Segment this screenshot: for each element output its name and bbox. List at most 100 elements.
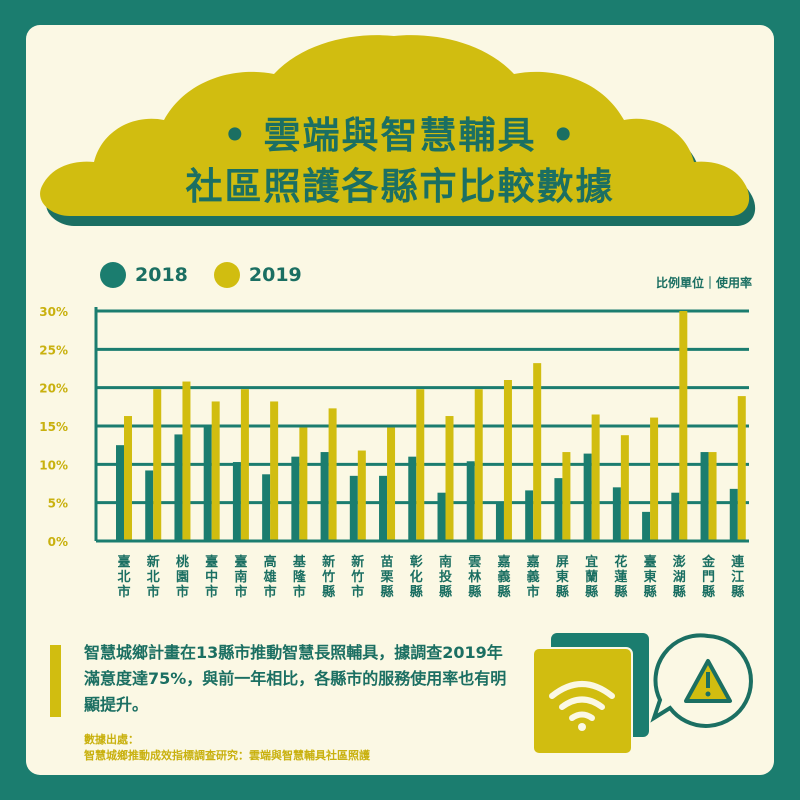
x-tick-label: 化 — [410, 569, 423, 585]
bar-2018 — [320, 452, 329, 541]
x-tick-label: 宜 — [585, 554, 598, 570]
x-tick-label: 林 — [468, 569, 481, 585]
x-tick-label: 竹 — [350, 569, 364, 585]
legend-swatch-2019 — [213, 262, 240, 288]
x-tick-label: 縣 — [322, 584, 335, 600]
x-tick-label: 新 — [351, 554, 364, 570]
x-tick-label: 新 — [147, 554, 160, 570]
source: 數據出處： 智慧城鄉推動成效指標調查研究：雲端與智慧輔具社區照護 — [84, 732, 370, 764]
x-tick-label: 縣 — [439, 584, 452, 600]
y-tick-label: 30% — [39, 305, 68, 319]
bar-2019 — [708, 452, 717, 541]
x-tick-label: 澎 — [673, 554, 686, 570]
x-tick-label: 南 — [234, 569, 247, 585]
title-line-1: • 雲端與智慧輔具 • — [222, 114, 578, 157]
source-text: 智慧城鄉推動成效指標調查研究：雲端與智慧輔具社區照護 — [84, 749, 370, 762]
y-tick-label: 5% — [48, 497, 68, 511]
title-cloud — [40, 35, 756, 227]
x-tick-label: 臺 — [205, 554, 218, 570]
bar-2018 — [437, 492, 446, 541]
legend-item-2019: 2019 — [213, 262, 302, 288]
wifi-icon — [532, 633, 649, 755]
bar-2018 — [379, 475, 388, 541]
bar-2018 — [671, 492, 680, 541]
title-line-2: 社區照護各縣市比較數據 — [185, 165, 615, 208]
x-tick-label: 市 — [176, 584, 189, 600]
legend-label-2019: 2019 — [248, 264, 302, 286]
x-tick-label: 市 — [527, 584, 540, 600]
bar-2018 — [174, 434, 183, 541]
bar-chart: 30%25%20%15%10%5%0%臺北市新北市桃園市臺中市臺南市高雄市基隆市… — [39, 305, 749, 600]
bar-2018 — [642, 511, 651, 541]
x-tick-label: 彰 — [410, 554, 423, 570]
bar-2019 — [650, 417, 659, 541]
x-tick-label: 新 — [322, 554, 335, 570]
x-tick-label: 縣 — [731, 584, 744, 600]
bar-2019 — [620, 435, 629, 541]
warning-icon — [650, 633, 753, 728]
legend-label-2018: 2018 — [135, 264, 188, 286]
x-tick-label: 基 — [292, 554, 307, 570]
bar-2019 — [211, 401, 220, 541]
source-label: 數據出處： — [84, 733, 139, 746]
legend: 2018 2019 — [100, 262, 328, 288]
x-tick-label: 縣 — [644, 584, 657, 600]
x-tick-label: 縣 — [410, 584, 423, 600]
bar-2019 — [591, 414, 600, 541]
x-tick-label: 嘉 — [526, 554, 540, 570]
x-tick-label: 屏 — [556, 555, 569, 570]
x-tick-label: 蓮 — [614, 569, 627, 585]
x-tick-label: 金 — [701, 554, 716, 570]
x-tick-label: 栗 — [381, 570, 394, 585]
bar-2018 — [525, 490, 534, 541]
bar-2019 — [416, 389, 425, 541]
bar-2019 — [124, 416, 132, 541]
x-tick-label: 雲 — [468, 554, 481, 570]
x-tick-label: 市 — [147, 584, 160, 600]
legend-swatch-2018 — [100, 262, 126, 288]
bar-2018 — [291, 456, 300, 541]
bar-2018 — [145, 470, 154, 541]
bar-2019 — [737, 396, 746, 541]
bar-2019 — [270, 401, 279, 541]
x-tick-label: 縣 — [673, 584, 686, 600]
bar-2018 — [408, 456, 417, 541]
x-tick-label: 蘭 — [585, 569, 598, 585]
x-tick-label: 市 — [117, 584, 130, 600]
legend-item-2018: 2018 — [100, 262, 188, 288]
x-tick-label: 南 — [439, 554, 452, 570]
y-tick-label: 25% — [39, 343, 68, 357]
x-tick-label: 嘉 — [496, 554, 510, 570]
x-tick-label: 縣 — [556, 584, 569, 600]
x-tick-label: 花 — [614, 554, 627, 570]
y-tick-label: 10% — [39, 458, 68, 472]
bar-2019 — [503, 380, 512, 541]
x-tick-label: 東 — [644, 569, 657, 585]
x-tick-label: 義 — [497, 569, 510, 585]
bar-2018 — [349, 475, 358, 541]
x-tick-label: 縣 — [468, 584, 481, 600]
bar-2019 — [182, 381, 191, 541]
y-tick-label: 15% — [39, 420, 68, 434]
x-tick-label: 湖 — [673, 570, 686, 585]
x-tick-label: 高 — [264, 554, 277, 570]
bar-2019 — [153, 389, 162, 541]
bar-2018 — [583, 453, 592, 541]
bar-2019 — [328, 408, 337, 541]
x-tick-label: 門 — [702, 570, 715, 585]
bar-2018 — [495, 502, 504, 541]
note-text: 智慧城鄉計畫在13縣市推動智慧長照輔具，據調查2019年滿意度達75%，與前一年… — [84, 643, 507, 714]
x-tick-label: 北 — [147, 570, 160, 585]
x-tick-label: 臺 — [234, 554, 247, 570]
x-tick-label: 市 — [264, 584, 277, 600]
x-tick-label: 江 — [731, 569, 744, 585]
x-tick-label: 縣 — [585, 584, 598, 600]
x-tick-label: 縣 — [614, 584, 627, 600]
x-tick-label: 縣 — [497, 584, 510, 600]
bar-2018 — [203, 426, 212, 541]
bar-2019 — [445, 416, 454, 541]
x-tick-label: 縣 — [702, 584, 715, 600]
bar-2018 — [700, 452, 709, 541]
bar-2019 — [387, 427, 396, 541]
